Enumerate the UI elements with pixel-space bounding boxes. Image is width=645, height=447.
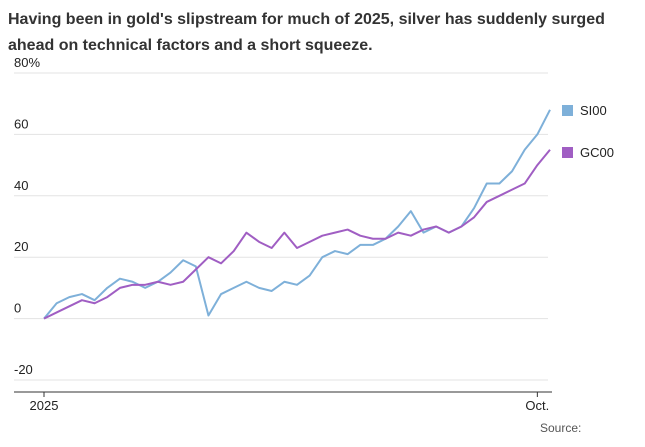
legend-label: GC00 <box>580 145 614 160</box>
y-tick-label: 20 <box>14 239 28 254</box>
legend-label: SI00 <box>580 103 607 118</box>
chart-title: ahead on technical factors and a short s… <box>8 37 373 54</box>
x-tick-label: Oct. <box>525 398 549 413</box>
y-tick-label: 60 <box>14 116 28 131</box>
chart-title: Having been in gold's slipstream for muc… <box>8 11 605 28</box>
source: Source: <box>540 421 581 435</box>
series-line <box>43 149 551 320</box>
series-line <box>43 109 551 320</box>
legend-swatch <box>562 105 573 116</box>
y-tick-label: 40 <box>14 178 28 193</box>
y-tick-label: 80% <box>14 55 40 70</box>
x-tick-label: 2025 <box>30 398 59 413</box>
legend-swatch <box>562 147 573 158</box>
y-tick-label: 0 <box>14 301 21 316</box>
y-tick-label: -20 <box>14 362 33 377</box>
